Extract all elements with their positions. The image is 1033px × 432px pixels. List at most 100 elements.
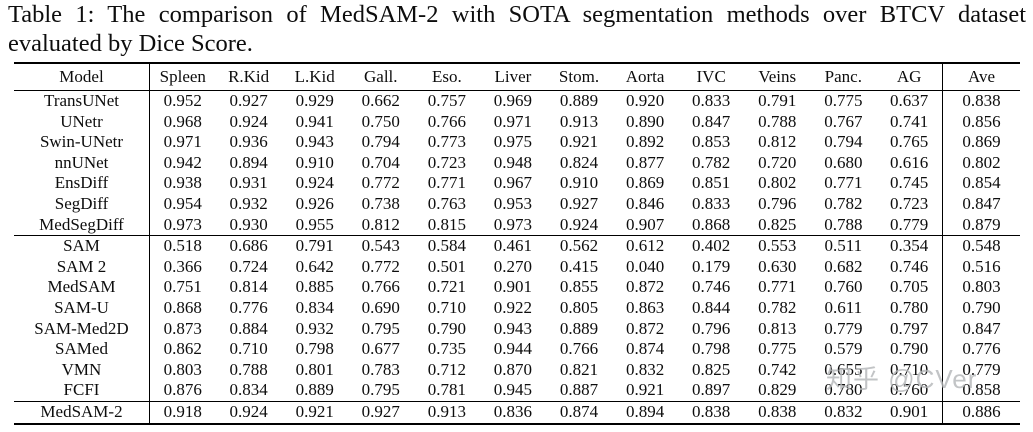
- model-name: MedSAM-2: [14, 400, 150, 424]
- column-header-liver: Liver: [479, 63, 546, 91]
- dice-score-cell: 0.851: [692, 173, 731, 193]
- dice-score-cell: 0.655: [824, 359, 863, 379]
- model-name: FCFI: [14, 380, 150, 402]
- dice-score-cell: 0.584: [413, 235, 480, 257]
- dice-score-cell: 0.798: [692, 339, 731, 359]
- dice-score-cell: 0.814: [229, 277, 268, 297]
- dice-score-cell: 0.931: [229, 173, 268, 193]
- dice-score-cell: 0.924: [215, 400, 282, 424]
- dice-score-cell: 0.415: [559, 256, 599, 276]
- dice-score-cell: 0.723: [890, 193, 929, 213]
- dice-score-cell: 0.802: [942, 152, 1020, 174]
- dice-score-cell: 0.953: [493, 193, 533, 213]
- dice-score-cell: 0.894: [229, 152, 268, 172]
- dice-score-cell: 0.821: [559, 359, 599, 379]
- dice-score-cell: 0.890: [625, 111, 665, 131]
- dice-score-cell: 0.838: [942, 90, 1020, 112]
- column-header-ivc: IVC: [678, 63, 745, 91]
- dice-score-cell: 0.501: [427, 256, 466, 276]
- dice-score-cell: 0.847: [942, 318, 1020, 340]
- table-caption: Table 1: The comparison of MedSAM-2 with…: [8, 1, 1026, 57]
- column-header-spleen: Spleen: [149, 63, 216, 91]
- dice-score-cell: 0.767: [824, 111, 863, 131]
- dice-score-cell: 0.938: [163, 173, 202, 193]
- dice-score-cell: 0.780: [890, 297, 929, 317]
- table-row-sam-med2d: SAM-Med2D 0.873 0.884 0.932 0.795 0.790 0.943 0…: [14, 318, 1020, 340]
- column-header-model: Model: [14, 63, 150, 91]
- column-header-aorta: Aorta: [612, 63, 679, 91]
- dice-score-cell: 0.771: [824, 173, 863, 193]
- dice-score-cell: 0.543: [347, 235, 414, 257]
- dice-score-cell: 0.662: [361, 91, 400, 110]
- dice-score-cell: 0.746: [692, 277, 731, 297]
- dice-score-cell: 0.971: [493, 111, 533, 131]
- dice-score-cell: 0.781: [427, 380, 466, 400]
- dice-score-cell: 0.511: [810, 235, 877, 257]
- dice-score-cell: 0.766: [559, 339, 599, 359]
- dice-score-cell: 0.968: [163, 111, 202, 131]
- dice-score-cell: 0.788: [758, 111, 797, 131]
- column-header-l-kid: L.Kid: [281, 63, 348, 91]
- dice-score-cell: 0.832: [625, 359, 665, 379]
- column-header-ave: Ave: [942, 63, 1020, 91]
- dice-score-cell: 0.872: [625, 318, 665, 338]
- dice-score-cell: 0.794: [361, 132, 400, 152]
- dice-score-cell: 0.877: [625, 152, 665, 172]
- dice-score-cell: 0.813: [758, 318, 797, 338]
- dice-score-cell: 0.723: [427, 152, 466, 172]
- dice-score-cell: 0.720: [758, 152, 797, 172]
- dice-score-cell: 0.924: [295, 173, 334, 193]
- dice-score-cell: 0.802: [758, 173, 797, 193]
- model-name: MedSegDiff: [14, 214, 150, 236]
- model-name: nnUNet: [14, 152, 150, 174]
- dice-score-cell: 0.868: [692, 214, 731, 234]
- dice-score-cell: 0.704: [361, 152, 400, 172]
- dice-score-cell: 0.790: [427, 318, 466, 338]
- dice-score-cell: 0.854: [942, 173, 1020, 194]
- dice-score-cell: 0.760: [824, 277, 863, 297]
- table-row-sam: SAM 0.518 0.686 0.791 0.543 0.584 0.461 0.562 0.…: [14, 235, 1020, 257]
- model-name: VMN: [14, 359, 150, 381]
- table-row-medsam-2: MedSAM-2 0.918 0.924 0.921 0.927 0.913 0.836 0.…: [14, 400, 1020, 424]
- dice-score-cell: 0.812: [758, 132, 797, 152]
- dice-score-cell: 0.690: [361, 297, 400, 317]
- table-row-swin-unetr: Swin-UNetr 0.971 0.936 0.943 0.794 0.773 0.975…: [14, 132, 1020, 153]
- dice-score-cell: 0.791: [758, 91, 797, 110]
- table-row-fcfi: FCFI 0.876 0.834 0.889 0.795 0.781 0.945 0.887 0…: [14, 380, 1020, 402]
- dice-score-cell: 0.710: [427, 297, 466, 317]
- dice-score-cell: 0.796: [692, 318, 731, 338]
- dice-score-cell: 0.932: [295, 318, 334, 338]
- dice-score-cell: 0.945: [493, 380, 533, 400]
- dice-score-cell: 0.790: [890, 339, 929, 359]
- dice-score-cell: 0.889: [559, 318, 599, 338]
- dice-score-cell: 0.927: [347, 400, 414, 424]
- dice-score-cell: 0.834: [295, 297, 334, 317]
- dice-score-cell: 0.788: [229, 359, 268, 379]
- model-name: MedSAM: [14, 277, 150, 298]
- dice-score-cell: 0.838: [744, 400, 811, 424]
- column-header-eso: Eso.: [413, 63, 480, 91]
- dice-score-cell: 0.846: [625, 193, 665, 213]
- dice-score-cell: 0.040: [625, 256, 665, 276]
- dice-score-cell: 0.969: [493, 91, 533, 110]
- dice-score-cell: 0.836: [479, 400, 546, 424]
- dice-score-cell: 0.886: [942, 400, 1020, 424]
- table-header: Model Spleen R.Kid L.Kid Gall. Eso. Liver Stom.…: [14, 63, 1020, 91]
- dice-score-cell: 0.910: [559, 173, 599, 193]
- model-name: UNetr: [14, 111, 150, 133]
- dice-score-cell: 0.796: [758, 193, 797, 213]
- model-name: EnsDiff: [14, 173, 150, 194]
- dice-score-cell: 0.944: [493, 339, 533, 359]
- dice-score-cell: 0.518: [149, 235, 216, 257]
- dice-score-cell: 0.461: [479, 235, 546, 257]
- dice-score-cell: 0.765: [890, 132, 929, 152]
- dice-score-cell: 0.766: [361, 277, 400, 297]
- dice-score-cell: 0.815: [427, 214, 466, 234]
- dice-score-cell: 0.894: [612, 400, 679, 424]
- dice-score-cell: 0.611: [824, 297, 863, 317]
- dice-score-cell: 0.907: [625, 214, 665, 234]
- table-row-sam-2: SAM 2 0.366 0.724 0.642 0.772 0.501 0.270 0.415…: [14, 256, 1020, 278]
- dice-score-cell: 0.366: [163, 256, 202, 276]
- dice-score-cell: 0.776: [229, 297, 268, 317]
- dice-score-cell: 0.757: [427, 91, 466, 110]
